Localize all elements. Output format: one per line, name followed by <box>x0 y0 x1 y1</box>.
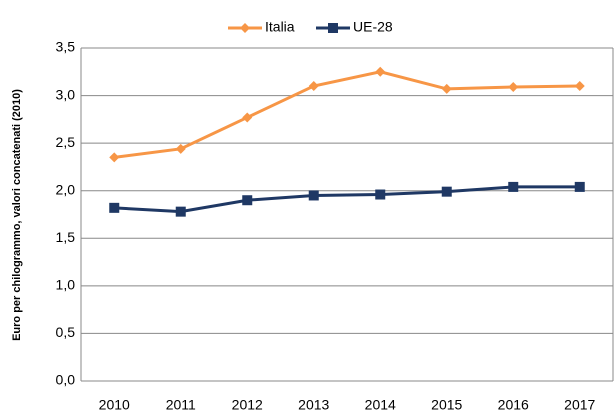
point <box>109 202 120 213</box>
x-tick-label: 2017 <box>564 397 595 413</box>
point <box>242 195 253 206</box>
x-tick-label: 2015 <box>431 397 462 413</box>
x-tick-label: 2011 <box>166 397 196 413</box>
y-tick-label: 3,0 <box>56 86 76 102</box>
x-tick-label: 2010 <box>99 397 130 413</box>
legend-marker <box>240 23 250 33</box>
point <box>508 181 519 192</box>
x-tick-label: 2012 <box>232 397 263 413</box>
point <box>308 81 319 92</box>
point <box>375 189 386 200</box>
point <box>441 83 452 94</box>
series-line <box>114 185 580 214</box>
point <box>109 152 120 163</box>
legend-label: Italia <box>265 19 295 35</box>
point <box>574 181 585 192</box>
point <box>508 82 519 93</box>
point <box>175 143 186 154</box>
y-tick-label: 0,0 <box>56 372 76 388</box>
y-tick-label: 1,0 <box>56 277 76 293</box>
y-tick-label: 0,5 <box>56 324 76 340</box>
y-tick-label: 3,5 <box>56 39 76 55</box>
series-line <box>114 70 580 159</box>
x-tick-label: 2016 <box>498 397 529 413</box>
point <box>441 186 452 197</box>
x-tick-label: 2013 <box>298 397 329 413</box>
y-tick-label: 2,0 <box>56 181 76 197</box>
point <box>574 81 585 92</box>
y-tick-label: 1,5 <box>56 229 76 245</box>
x-tick-label: 2014 <box>365 397 396 413</box>
y-tick-label: 2,5 <box>56 134 76 150</box>
y-axis-label: Euro per chilogrammo, valori concatenati… <box>11 89 23 341</box>
legend-label: UE-28 <box>353 19 393 35</box>
point <box>308 190 319 201</box>
point <box>175 206 186 217</box>
legend-marker <box>328 23 338 33</box>
point <box>242 112 253 123</box>
point <box>375 66 386 77</box>
